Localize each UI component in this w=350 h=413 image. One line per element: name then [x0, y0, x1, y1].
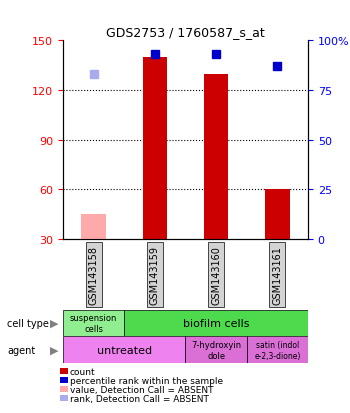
- Text: biofilm cells: biofilm cells: [183, 318, 249, 328]
- FancyBboxPatch shape: [63, 337, 186, 363]
- Text: GSM143158: GSM143158: [89, 245, 99, 304]
- FancyBboxPatch shape: [247, 337, 308, 363]
- Text: cell type: cell type: [7, 318, 49, 328]
- Text: satin (indol
e-2,3-dione): satin (indol e-2,3-dione): [254, 340, 301, 360]
- Bar: [204, 74, 228, 240]
- Text: count: count: [70, 367, 96, 376]
- Text: suspension
cells: suspension cells: [70, 313, 117, 333]
- FancyBboxPatch shape: [63, 310, 124, 337]
- Text: ▶: ▶: [50, 345, 58, 355]
- Text: percentile rank within the sample: percentile rank within the sample: [70, 376, 223, 385]
- Bar: [81, 215, 106, 240]
- Bar: [143, 58, 167, 240]
- Text: value, Detection Call = ABSENT: value, Detection Call = ABSENT: [70, 385, 214, 394]
- Text: GSM143161: GSM143161: [272, 245, 282, 304]
- Text: untreated: untreated: [97, 345, 152, 355]
- Text: 7-hydroxyin
dole: 7-hydroxyin dole: [191, 340, 241, 360]
- Bar: [265, 190, 289, 240]
- Text: ▶: ▶: [50, 318, 58, 328]
- Title: GDS2753 / 1760587_s_at: GDS2753 / 1760587_s_at: [106, 26, 265, 39]
- Text: rank, Detection Call = ABSENT: rank, Detection Call = ABSENT: [70, 394, 209, 404]
- Text: GSM143160: GSM143160: [211, 245, 221, 304]
- FancyBboxPatch shape: [124, 310, 308, 337]
- FancyBboxPatch shape: [186, 337, 247, 363]
- Text: GSM143159: GSM143159: [150, 245, 160, 304]
- Text: agent: agent: [7, 345, 35, 355]
